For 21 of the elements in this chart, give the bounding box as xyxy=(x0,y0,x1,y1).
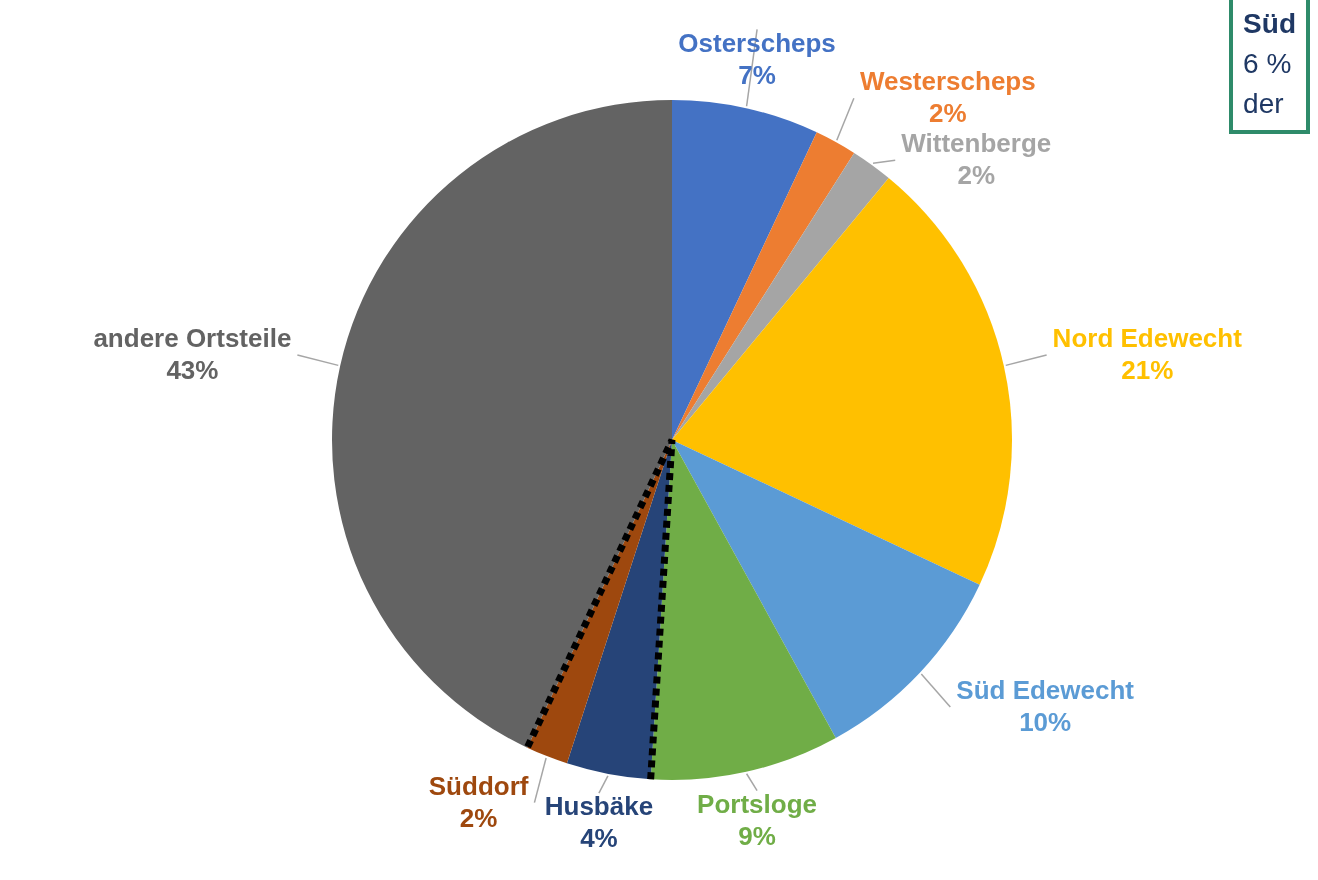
data-label: 2% xyxy=(459,802,498,833)
slice-label: Husbäke xyxy=(544,791,654,822)
slice-label: Osterscheps xyxy=(678,27,836,58)
text: der xyxy=(1243,87,1285,121)
slice-label: Süddorf xyxy=(428,770,529,801)
data-label: 43% xyxy=(166,355,219,386)
slice-label: Westerscheps xyxy=(859,66,1036,97)
data-label: 10% xyxy=(1019,707,1072,738)
data-label: 21% xyxy=(1121,355,1174,386)
data-label: 7% xyxy=(738,59,776,90)
data-label: 4% xyxy=(580,823,618,854)
data-label: 9% xyxy=(738,820,776,851)
text: 6 % xyxy=(1243,47,1293,81)
data-label: 2% xyxy=(929,98,967,129)
data-label: 2% xyxy=(957,160,996,191)
slice-label: Portsloge xyxy=(697,788,818,819)
text: Süd xyxy=(1243,7,1296,41)
slice-label: Wittenberge xyxy=(901,128,1052,159)
slice-label: Süd Edewecht xyxy=(956,675,1135,706)
slice-label: andere Ortsteile xyxy=(93,323,292,354)
slice-label: Nord Edewecht xyxy=(1052,323,1243,354)
